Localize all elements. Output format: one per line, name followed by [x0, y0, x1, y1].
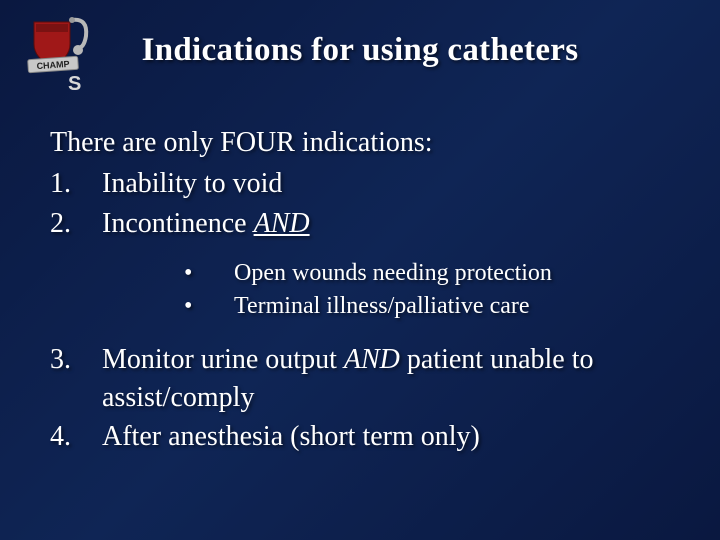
item-prefix: Incontinence — [102, 208, 254, 239]
svg-text:S: S — [68, 73, 81, 92]
intro-text: There are only FOUR indications: — [50, 127, 670, 159]
champ-logo: CHAMP S — [22, 14, 102, 92]
slide: CHAMP S Indications for using catheters … — [0, 0, 720, 540]
item-emph: AND — [254, 208, 310, 239]
list-item: Inability to void — [50, 165, 670, 203]
slide-title: Indications for using catheters — [50, 32, 670, 69]
item-text: After anesthesia (short term only) — [102, 421, 480, 452]
list-item: Incontinence AND Open wounds needing pro… — [50, 205, 670, 323]
indications-list: Inability to void Incontinence AND Open … — [50, 165, 670, 456]
sub-bullet-list: Open wounds needing protection Terminal … — [102, 257, 670, 323]
list-item: After anesthesia (short term only) — [50, 418, 670, 456]
list-item: Monitor urine output AND patient unable … — [50, 341, 670, 417]
item-text: Inability to void — [102, 168, 282, 199]
item-prefix: Monitor urine output — [102, 344, 344, 375]
item-emph: AND — [344, 344, 400, 375]
sub-bullet: Open wounds needing protection — [102, 257, 670, 290]
sub-bullet: Terminal illness/palliative care — [102, 290, 670, 323]
